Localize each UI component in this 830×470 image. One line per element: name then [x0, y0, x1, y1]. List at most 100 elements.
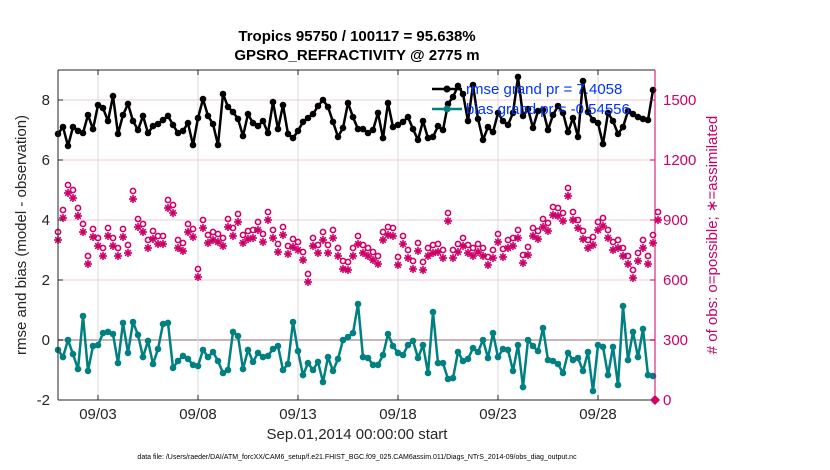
obs-possible-marker: [649, 231, 657, 239]
obs-possible-marker: [219, 234, 227, 242]
rmse-point: [269, 98, 277, 106]
bias-point: [349, 329, 357, 337]
bias-point: [414, 354, 422, 362]
obs-assimilated-marker: [459, 242, 467, 250]
obs-assimilated-marker: [589, 241, 597, 249]
bias-point: [569, 356, 577, 364]
obs-assimilated-marker: [329, 234, 337, 242]
bias-point: [639, 325, 647, 333]
bias-point: [364, 354, 372, 362]
obs-assimilated-marker: [274, 248, 282, 256]
bias-point: [424, 369, 432, 377]
obs-assimilated-marker: [89, 233, 97, 241]
obs-possible-marker: [584, 236, 592, 244]
bias-point: [124, 349, 132, 357]
rmse-point: [594, 119, 602, 127]
obs-assimilated-marker: [414, 247, 422, 255]
rmse-point: [399, 118, 407, 126]
rmse-point: [189, 141, 197, 149]
obs-possible-marker: [539, 215, 547, 223]
obs-assimilated-marker: [199, 224, 207, 232]
bias-point: [629, 328, 637, 336]
obs-assimilated-marker: [449, 254, 457, 262]
obs-assimilated-marker: [59, 214, 67, 222]
rmse-point: [499, 117, 507, 125]
bias-point: [314, 358, 322, 366]
obs-possible-marker: [89, 225, 97, 233]
obs-assimilated-marker: [374, 260, 382, 268]
obs-assimilated-marker: [229, 232, 237, 240]
obs-assimilated-marker: [574, 224, 582, 232]
obs-assimilated-marker: [294, 246, 302, 254]
rmse-point: [464, 117, 472, 125]
obs-possible-marker: [494, 230, 502, 238]
bias-point: [614, 381, 622, 389]
obs-possible-marker: [289, 235, 297, 243]
obs-possible-marker: [204, 231, 212, 239]
rmse-point: [524, 105, 532, 113]
rmse-point: [109, 92, 117, 100]
bias-point: [229, 328, 237, 336]
bias-point: [184, 355, 192, 363]
bias-point: [429, 308, 437, 316]
bias-point: [524, 336, 532, 344]
obs-possible-marker: [594, 218, 602, 226]
obs-possible-marker: [129, 187, 137, 195]
rmse-point: [554, 102, 562, 110]
bias-point: [69, 350, 77, 358]
obs-assimilated-marker: [634, 257, 642, 265]
rmse-point: [154, 120, 162, 128]
bias-point: [139, 353, 147, 361]
rmse-point: [104, 117, 112, 125]
obs-assimilated-marker: [544, 227, 552, 235]
obs-assimilated-marker: [149, 235, 157, 243]
y-right-tick-label: 1500: [663, 92, 696, 109]
obs-possible-marker: [554, 204, 562, 212]
obs-assimilated-marker: [109, 242, 117, 250]
obs-assimilated-marker: [339, 265, 347, 273]
obs-possible-marker: [474, 240, 482, 248]
rmse-point: [144, 129, 152, 137]
rmse-point: [529, 124, 537, 132]
obs-assimilated-marker: [139, 228, 147, 236]
y-right-tick-label: 300: [663, 332, 688, 349]
obs-possible-marker: [569, 208, 577, 216]
rmse-point: [489, 128, 497, 136]
obs-possible-marker: [334, 244, 342, 252]
obs-possible-marker: [199, 216, 207, 224]
rmse-point: [124, 100, 132, 108]
obs-assimilated-marker: [524, 251, 532, 259]
bias-point: [624, 356, 632, 364]
obs-possible-marker: [514, 226, 522, 234]
bias-point: [304, 359, 312, 367]
rmse-point: [474, 115, 482, 123]
bias-point: [324, 353, 332, 361]
obs-possible-marker: [359, 241, 367, 249]
obs-possible-marker: [529, 224, 537, 232]
bias-point: [619, 302, 627, 310]
bias-point: [474, 348, 482, 356]
rmse-point: [374, 109, 382, 117]
obs-possible-marker: [639, 236, 647, 244]
obs-possible-marker: [589, 233, 597, 241]
bias-point: [174, 357, 182, 365]
obs-assimilated-marker: [619, 252, 627, 260]
bias-point: [319, 378, 327, 386]
bias-point: [419, 341, 427, 349]
obs-possible-marker: [644, 252, 652, 260]
obs-assimilated-marker: [134, 223, 142, 231]
bias-point: [404, 341, 412, 349]
obs-possible-marker: [324, 241, 332, 249]
bias-point: [274, 342, 282, 350]
rmse-point: [94, 101, 102, 109]
rmse-point: [219, 90, 227, 98]
obs-assimilated-marker: [529, 232, 537, 240]
bias-point: [389, 342, 397, 350]
bias-point: [249, 358, 257, 366]
y-right-tick-label: 900: [663, 212, 688, 229]
rmse-point: [159, 116, 167, 124]
bias-point: [539, 324, 547, 332]
obs-possible-marker: [419, 258, 427, 266]
bias-point: [234, 332, 242, 340]
